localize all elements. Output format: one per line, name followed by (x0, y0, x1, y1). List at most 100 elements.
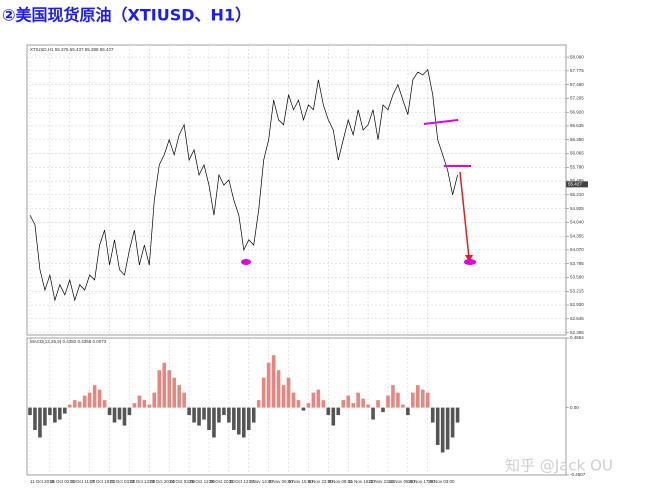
histogram-bar (256, 400, 261, 408)
histogram-bar (411, 392, 415, 408)
histogram-bar (276, 370, 281, 408)
histogram-bar (336, 407, 341, 416)
annotation-arrow (459, 171, 470, 259)
histogram-bar (371, 407, 375, 420)
histogram-bar (97, 389, 102, 408)
x-tick-label: 12 Nov 23:01 (368, 479, 395, 484)
y-tick-label: 56.350 (570, 137, 584, 142)
y-tick-label: 55.210 (570, 192, 584, 197)
x-tick-label: 4 Nov 06:00 (269, 479, 294, 484)
histogram-bar (291, 392, 296, 408)
histogram-bar (232, 407, 236, 431)
x-tick-label: 19 Nov 03:00 (428, 479, 455, 484)
histogram-bar (406, 407, 410, 416)
x-tick-label: 11 Nov 16:00 (348, 479, 375, 484)
y-tick-label: 0.4654 (570, 335, 584, 340)
histogram-bar (82, 395, 87, 408)
macd-legend: MACD(12,26,9) 0.4382 0.4358 0.0073 (30, 339, 107, 344)
histogram-bar (366, 404, 370, 408)
histogram-bar (356, 392, 360, 408)
x-tick-label: 21 Oct 03:00 (110, 479, 136, 484)
histogram-bar (281, 385, 286, 408)
histogram-bar (316, 389, 321, 408)
histogram-bar (222, 407, 226, 416)
histogram-bar (72, 400, 77, 408)
histogram-bar (246, 407, 251, 431)
histogram-bar (227, 407, 231, 423)
histogram-bar (122, 407, 127, 426)
histogram-bar (430, 407, 435, 423)
y-tick-label: 56.065 (570, 151, 584, 156)
annotation-dot (241, 259, 251, 265)
histogram-bar (38, 407, 42, 438)
x-tick-label: 22 Oct 13:00 (129, 479, 155, 484)
histogram-bar (450, 407, 455, 438)
histogram-bar (217, 407, 221, 423)
page-title: ②美国现货原油（XTIUSD、H1） (2, 6, 251, 25)
histogram-bar (455, 407, 460, 423)
histogram-bar (311, 392, 316, 408)
histogram-bar (321, 400, 326, 408)
x-tick-label: 15 Nov 17:00 (408, 479, 435, 484)
y-tick-label: 56.920 (570, 109, 584, 114)
annotation-line (423, 119, 459, 125)
histogram-bar (53, 407, 57, 423)
histogram-bar (67, 404, 72, 408)
histogram-bar (420, 389, 425, 408)
histogram-bar (177, 385, 181, 408)
histogram-bar (386, 395, 390, 408)
histogram-bar (331, 407, 336, 426)
x-tick-label: 5 Nov 15:00 (289, 479, 314, 484)
histogram-bar (48, 407, 52, 416)
y-tick-label: -0.4507 (570, 472, 586, 477)
histogram-bar (425, 392, 430, 408)
histogram-bar (187, 407, 191, 416)
x-tick-label: 31 Oct 12:00 (229, 479, 255, 484)
y-tick-label: 52.645 (570, 316, 584, 321)
y-tick-label: 0.00 (570, 405, 579, 410)
histogram-bar (92, 385, 97, 408)
x-tick-label: 28 Oct 20:00 (209, 479, 235, 484)
macd-frame (26, 337, 567, 476)
x-tick-label: 6 Nov 23:00 (308, 479, 333, 484)
last-price-label: 55.427 (568, 182, 582, 187)
histogram-bar (102, 400, 107, 408)
y-tick-label: 53.215 (570, 288, 584, 293)
histogram-bar (58, 407, 62, 420)
histogram-bar (147, 404, 152, 408)
histogram-bar (445, 407, 450, 450)
histogram-bar (416, 385, 420, 408)
histogram-bar (132, 403, 137, 408)
histogram-bar (212, 407, 216, 438)
histogram-bar (207, 407, 211, 431)
y-tick-label: 54.070 (570, 247, 584, 252)
price-frame (26, 44, 567, 336)
y-tick-label: 56.635 (570, 123, 584, 128)
histogram-bar (237, 407, 241, 435)
annotation-dot (464, 259, 476, 265)
y-tick-label: 54.355 (570, 233, 584, 238)
histogram-bar (271, 355, 276, 408)
y-tick-label: 57.205 (570, 96, 584, 101)
x-tick-label: 24 Oct 03:00 (169, 479, 195, 484)
x-tick-label: 16 Oct 11:00 (70, 479, 96, 484)
histogram-bar (197, 407, 201, 426)
y-tick-label: 53.500 (570, 275, 584, 280)
y-tick-label: 54.925 (570, 206, 584, 211)
histogram-bar (162, 362, 167, 408)
histogram-bar (202, 407, 206, 420)
histogram-bar (77, 401, 82, 408)
histogram-bar (112, 407, 117, 423)
histogram-bar (251, 407, 256, 423)
watermark: 知乎 @Jack OU (505, 457, 613, 475)
x-tick-label: 8 Nov 08:00 (328, 479, 353, 484)
histogram-bar (157, 370, 162, 408)
histogram-bar (301, 407, 306, 411)
histogram-bar (266, 362, 271, 408)
y-tick-label: 52.930 (570, 302, 584, 307)
x-tick-label: 14 Nov 08:00 (388, 479, 415, 484)
histogram-bar (142, 400, 147, 408)
y-tick-label: 57.490 (570, 82, 584, 87)
x-tick-label: 11 Oct 2019 (30, 479, 55, 484)
